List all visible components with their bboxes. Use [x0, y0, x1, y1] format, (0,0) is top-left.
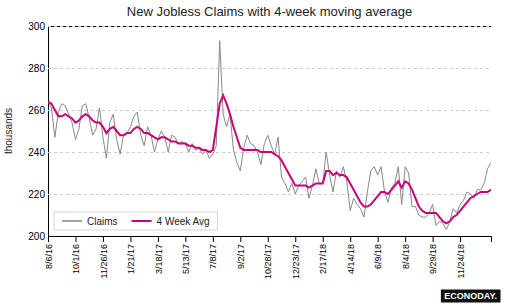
- tick-mark: [75, 236, 76, 242]
- x-tick: 9/2/17: [236, 236, 246, 269]
- x-tick-label: 1/21/17: [126, 244, 136, 274]
- watermark: ECONODAY.: [440, 289, 501, 303]
- legend: Claims 4 Week Avg: [54, 212, 218, 230]
- tick-mark: [103, 236, 104, 242]
- y-tick-label: 260: [28, 105, 45, 116]
- y-tick-label: 220: [28, 189, 45, 200]
- grid-line: [48, 26, 491, 27]
- x-tick-label: 3/18/17: [154, 244, 164, 274]
- plot: 200 220 240 260 280 300 8/6/16 10/1/16 11/26/16 1…: [28, 21, 491, 279]
- y-tick: 280: [28, 63, 491, 74]
- tick-mark: [323, 236, 324, 242]
- x-tick: 12/23/17: [291, 236, 301, 279]
- lines: [48, 41, 491, 230]
- tick-mark: [378, 236, 379, 242]
- y-tick: 220: [28, 189, 491, 200]
- tick-mark: [240, 236, 241, 242]
- x-tick-label: 8/4/18: [401, 244, 411, 269]
- y-tick-label: 280: [28, 63, 45, 74]
- x-tick: 2/17/18: [318, 236, 328, 274]
- tick-mark: [268, 236, 269, 242]
- tick-mark: [460, 236, 461, 242]
- x-tick-label: 7/8/17: [208, 244, 218, 269]
- x-tick-label: 10/28/17: [263, 244, 273, 279]
- y-axis-title: thousands: [3, 108, 14, 154]
- series-line: [48, 41, 491, 230]
- legend-swatch: [132, 220, 152, 222]
- x-tick: 9/29/18: [428, 236, 438, 274]
- y-axis: 200 220 240 260 280 300: [28, 21, 491, 242]
- x-tick: 8/6/16: [44, 236, 54, 269]
- x-tick-label: 11/24/18: [456, 244, 466, 278]
- x-tick-label: 11/26/16: [99, 244, 109, 278]
- x-tick: 11/24/18: [456, 236, 466, 278]
- x-tick-label: 9/29/18: [428, 244, 438, 274]
- grid-line: [48, 68, 491, 69]
- tick-mark: [213, 236, 214, 242]
- annotation: ECONODAY.: [444, 291, 497, 301]
- legend-label: 4 Week Avg: [157, 216, 210, 227]
- x-tick-label: 2/17/18: [318, 244, 328, 274]
- x-tick: 8/4/18: [401, 236, 411, 269]
- tick-mark: [433, 236, 434, 242]
- x-tick: 10/1/16: [71, 236, 81, 274]
- tick-mark: [185, 236, 186, 242]
- grid-line: [48, 110, 491, 111]
- series-line: [48, 95, 491, 223]
- x-tick-label: 8/6/16: [44, 244, 54, 269]
- x-tick-label: 12/23/17: [291, 244, 301, 279]
- tick-mark: [130, 236, 131, 242]
- tick-mark: [48, 236, 49, 242]
- x-tick: 1/21/17: [126, 236, 136, 274]
- tick-mark: [350, 236, 351, 242]
- chart: New Jobless Claims with 4-week moving av…: [0, 0, 505, 306]
- x-tick: 6/9/18: [373, 236, 383, 269]
- legend-frame: [54, 212, 218, 230]
- x-tick-label: 10/1/16: [71, 244, 81, 274]
- legend-swatch: [62, 220, 82, 222]
- y-tick: 300: [28, 21, 491, 32]
- tick-mark: [158, 236, 159, 242]
- x-tick-label: 6/9/18: [373, 244, 383, 269]
- y-tick: 200: [28, 231, 491, 242]
- title: New Jobless Claims with 4-week moving av…: [127, 4, 412, 19]
- x-tick-label: 5/13/17: [181, 244, 191, 274]
- legend-label: Claims: [87, 216, 118, 227]
- x-tick: 7/8/17: [208, 236, 218, 269]
- x-tick: 4/14/18: [346, 236, 356, 274]
- tick-mark: [405, 236, 406, 242]
- annotation-box: [440, 289, 501, 303]
- tick-mark: [295, 236, 296, 242]
- grid-line: [48, 194, 491, 195]
- x-tick: 3/18/17: [154, 236, 164, 274]
- y-tick-label: 240: [28, 147, 45, 158]
- y-tick: 260: [28, 105, 491, 116]
- legend-item: Claims: [62, 216, 118, 227]
- x-tick: 11/26/16: [99, 236, 109, 278]
- y-axis-line: [49, 27, 492, 237]
- legend-item: 4 Week Avg: [132, 216, 210, 227]
- x-axis-line: [49, 237, 492, 243]
- x-tick-label: 9/2/17: [236, 244, 246, 269]
- x-tick-label: 4/14/18: [346, 244, 356, 274]
- x-tick: 10/28/17: [263, 236, 273, 279]
- x-tick: 5/13/17: [181, 236, 191, 274]
- y-tick-label: 300: [28, 21, 45, 32]
- x-axis: 8/6/16 10/1/16 11/26/16 1/21/17 3/18/17 5/13/…: [44, 236, 492, 279]
- y-tick-label: 200: [28, 231, 45, 242]
